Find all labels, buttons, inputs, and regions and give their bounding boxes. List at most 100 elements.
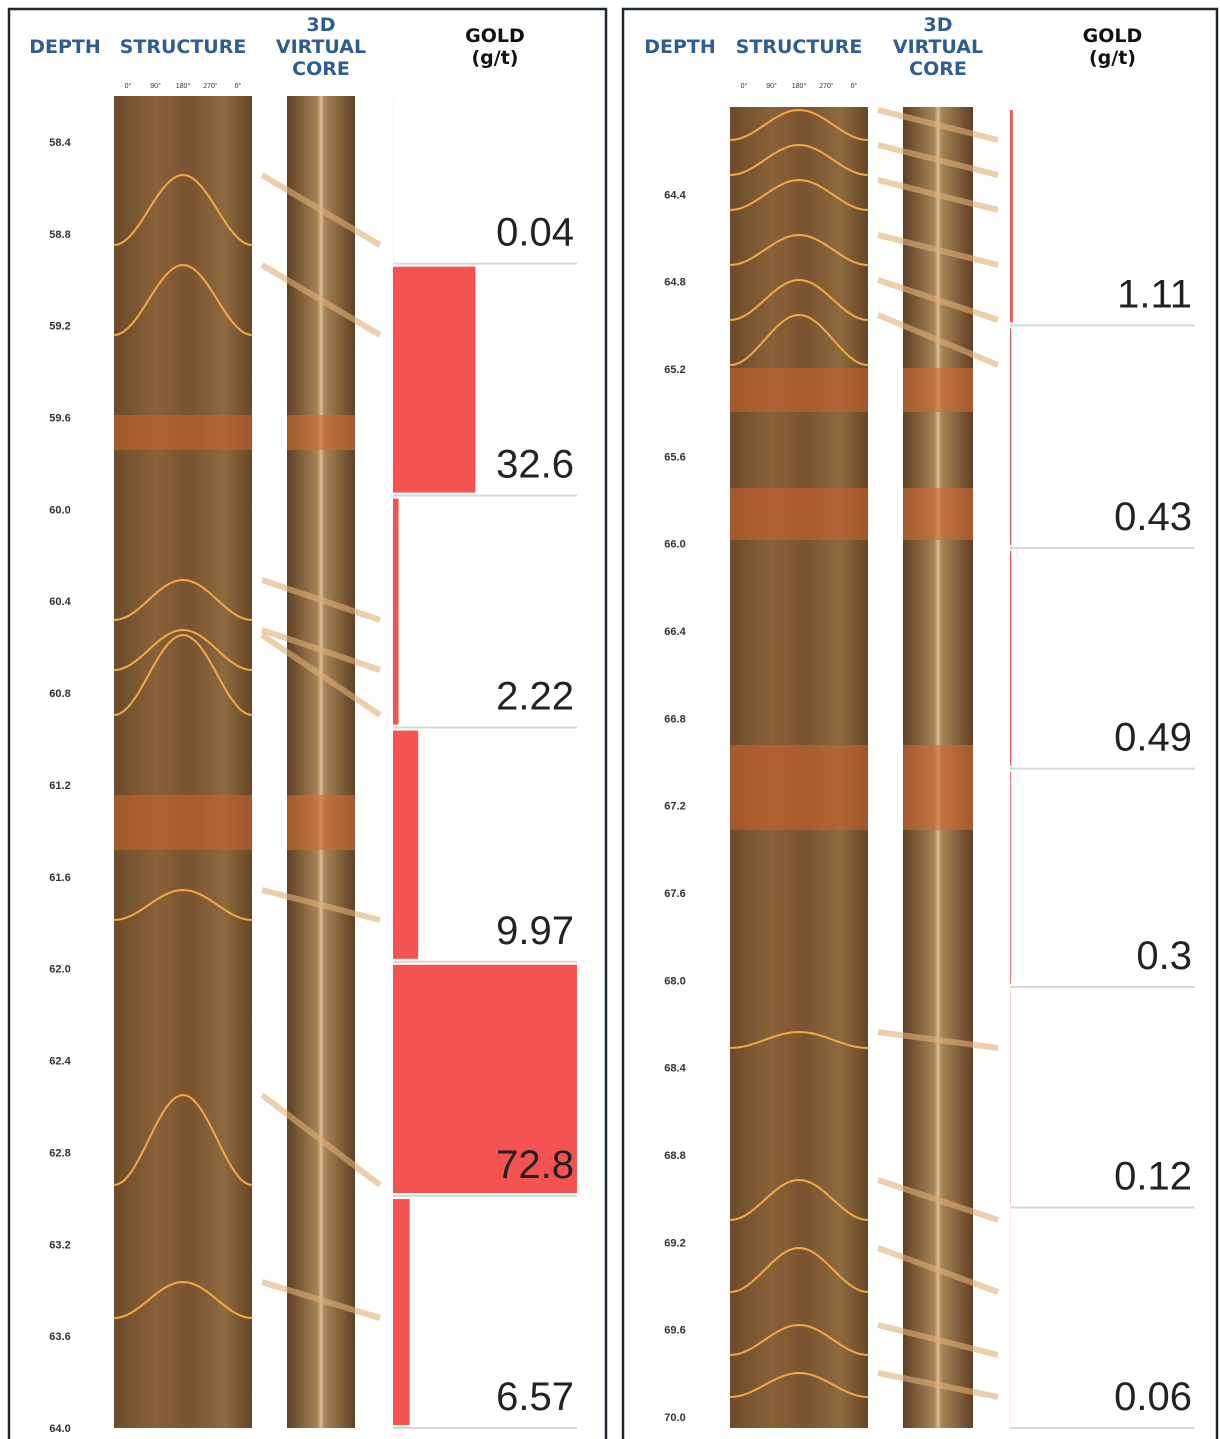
structure-trace	[113, 888, 253, 921]
depth-tick-label: 58.8	[49, 229, 70, 241]
gold-value-label: 0.49	[1114, 716, 1192, 760]
depth-tick-label: 69.2	[664, 1237, 685, 1249]
core-plane	[877, 1370, 999, 1400]
gold-bar	[1010, 328, 1012, 546]
depth-tick-label: 60.0	[49, 504, 70, 516]
azimuth-label: 0°	[741, 82, 748, 90]
structure-trace	[729, 1030, 869, 1049]
oxidized-band	[730, 368, 868, 412]
depth-tick-label: 68.0	[664, 975, 685, 987]
depth-tick-label: 62.8	[49, 1147, 70, 1159]
heading-line: STRUCTURE	[736, 36, 863, 58]
column-heading: DEPTH	[29, 36, 101, 58]
depth-tick-label: 61.6	[49, 872, 70, 884]
column-heading: GOLD (g/t)	[465, 25, 525, 69]
heading-line: DEPTH	[29, 36, 101, 58]
core-plane	[261, 627, 381, 673]
column-heading: STRUCTURE	[120, 36, 247, 58]
structure-trace	[113, 578, 253, 621]
core-plane	[260, 1092, 382, 1188]
oxidized-band	[114, 415, 252, 450]
core-plane	[877, 142, 999, 178]
azimuth-label: 90°	[150, 82, 161, 90]
heading-line: GOLD	[1083, 25, 1143, 47]
structure-image	[114, 96, 252, 1428]
structure-trace	[729, 1178, 869, 1221]
structure-trace	[113, 263, 253, 336]
gold-value-label: 9.97	[496, 909, 574, 953]
depth-tick-label: 62.4	[49, 1056, 71, 1068]
structure-trace	[729, 1246, 869, 1293]
structure-trace	[729, 1371, 869, 1398]
oxidized-band	[730, 488, 868, 540]
gold-bar	[1010, 551, 1012, 766]
depth-tick-label: 69.6	[664, 1325, 685, 1337]
gold-value-label: 0.06	[1114, 1375, 1192, 1419]
core-plane	[877, 232, 999, 268]
structure-trace	[113, 1093, 253, 1186]
core-plane	[876, 312, 1000, 368]
core-plane	[877, 1322, 999, 1358]
structure-trace	[729, 313, 869, 366]
heading-line: (g/t)	[1089, 47, 1136, 69]
core-plane	[877, 1029, 999, 1051]
depth-tick-label: 67.6	[664, 888, 685, 900]
structure-trace	[113, 173, 253, 246]
depth-tick-label: 62.0	[49, 964, 70, 976]
azimuth-label: 180°	[176, 82, 191, 90]
depth-tick-label: 59.6	[49, 413, 70, 425]
depth-tick-label: 68.4	[664, 1063, 686, 1075]
column-heading: STRUCTURE	[736, 36, 863, 58]
depth-tick-label: 63.2	[49, 1239, 70, 1251]
structure-trace	[729, 178, 869, 211]
core-plane	[877, 107, 999, 143]
gold-bar	[393, 266, 476, 493]
oxidized-band	[730, 745, 868, 830]
panel-frame	[7, 7, 608, 1439]
heading-line: (g/t)	[472, 47, 519, 69]
azimuth-label: 90°	[766, 82, 777, 90]
azimuth-label: 180°	[792, 82, 807, 90]
gold-value-label: 0.3	[1136, 934, 1192, 978]
depth-tick-label: 66.0	[664, 539, 685, 551]
core-plane	[260, 262, 382, 338]
depth-tick-label: 64.0	[49, 1423, 70, 1435]
gold-bar	[393, 1199, 410, 1425]
column-heading: DEPTH	[644, 36, 716, 58]
core-plane	[261, 887, 381, 923]
oxidized-band	[114, 795, 252, 850]
depth-tick-label: 66.4	[664, 626, 686, 638]
heading-line: VIRTUAL	[893, 36, 983, 58]
heading-line: CORE	[292, 58, 350, 80]
core-plane	[261, 577, 381, 623]
gold-value-label: 1.11	[1117, 272, 1192, 316]
depth-tick-label: 61.2	[49, 780, 70, 792]
structure-trace	[729, 1323, 869, 1356]
depth-tick-label: 66.8	[664, 713, 685, 725]
depth-tick-label: 65.6	[664, 451, 685, 463]
core-plane	[877, 277, 999, 323]
column-heading: 3D VIRTUAL CORE	[893, 14, 983, 80]
heading-line: 3D	[924, 14, 953, 36]
core-plane	[260, 632, 382, 718]
structure-trace	[729, 278, 869, 321]
structure-trace	[729, 143, 869, 176]
azimuth-label: 270°	[203, 82, 218, 90]
core-plane	[261, 1279, 381, 1321]
structure-trace	[113, 628, 253, 671]
core-plane	[877, 1177, 999, 1223]
gold-bar	[1010, 771, 1011, 984]
gold-bar	[393, 964, 577, 1194]
depth-tick-label: 60.8	[49, 688, 70, 700]
structure-trace	[113, 1280, 253, 1319]
depth-tick-label: 63.6	[49, 1331, 70, 1343]
depth-tick-label: 58.4	[49, 137, 71, 149]
gold-value-label: 0.12	[1114, 1154, 1192, 1198]
depth-tick-label: 70.0	[664, 1412, 685, 1424]
gold-value-label: 72.8	[496, 1143, 574, 1187]
depth-tick-label: 64.4	[664, 189, 686, 201]
gold-value-label: 6.57	[496, 1375, 574, 1419]
gold-value-label: 2.22	[496, 675, 574, 719]
gold-bar	[1010, 110, 1013, 323]
